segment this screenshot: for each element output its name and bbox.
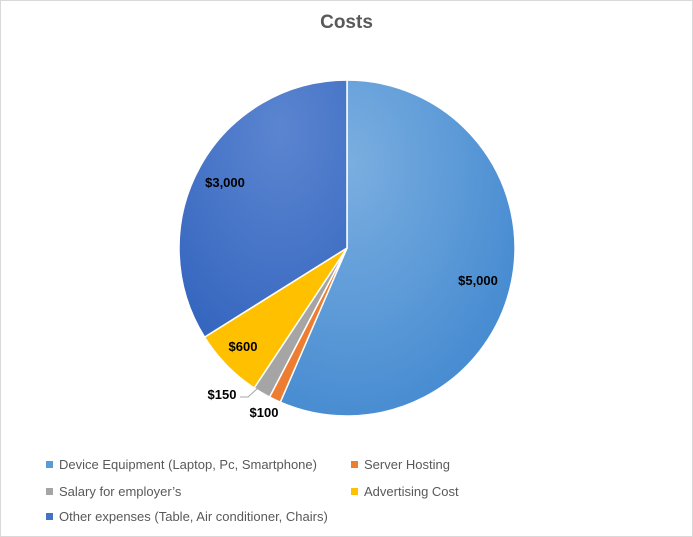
legend-label: Server Hosting <box>364 457 450 472</box>
legend-item-salary: Salary for employer’s <box>46 484 181 499</box>
data-label: $150 <box>208 387 237 402</box>
leader-line <box>240 387 259 398</box>
legend-swatch <box>351 461 358 468</box>
slice-device-equipment <box>279 79 516 417</box>
legend-item-advertising-cost: Advertising Cost <box>351 484 459 499</box>
legend-swatch <box>46 513 53 520</box>
legend-label: Advertising Cost <box>364 484 459 499</box>
legend-item-server-hosting: Server Hosting <box>351 457 450 472</box>
legend-label: Device Equipment (Laptop, Pc, Smartphone… <box>59 457 317 472</box>
legend-swatch <box>351 488 358 495</box>
legend-label: Other expenses (Table, Air conditioner, … <box>59 509 328 524</box>
data-label: $100 <box>250 405 279 420</box>
legend-item-device-equipment: Device Equipment (Laptop, Pc, Smartphone… <box>46 457 317 472</box>
legend-swatch <box>46 488 53 495</box>
pie-slices <box>178 79 516 417</box>
legend-swatch <box>46 461 53 468</box>
data-label: $600 <box>229 339 258 354</box>
leader-lines <box>240 387 259 398</box>
data-label: $5,000 <box>458 273 498 288</box>
data-label: $3,000 <box>205 175 245 190</box>
data-labels: $5,000 $100 $150 $600 $3,000 <box>205 175 498 420</box>
slice-other-expenses <box>178 79 348 339</box>
legend-item-other-expenses: Other expenses (Table, Air conditioner, … <box>46 509 328 524</box>
chart-title: Costs <box>320 12 373 33</box>
legend-label: Salary for employer’s <box>59 484 182 499</box>
